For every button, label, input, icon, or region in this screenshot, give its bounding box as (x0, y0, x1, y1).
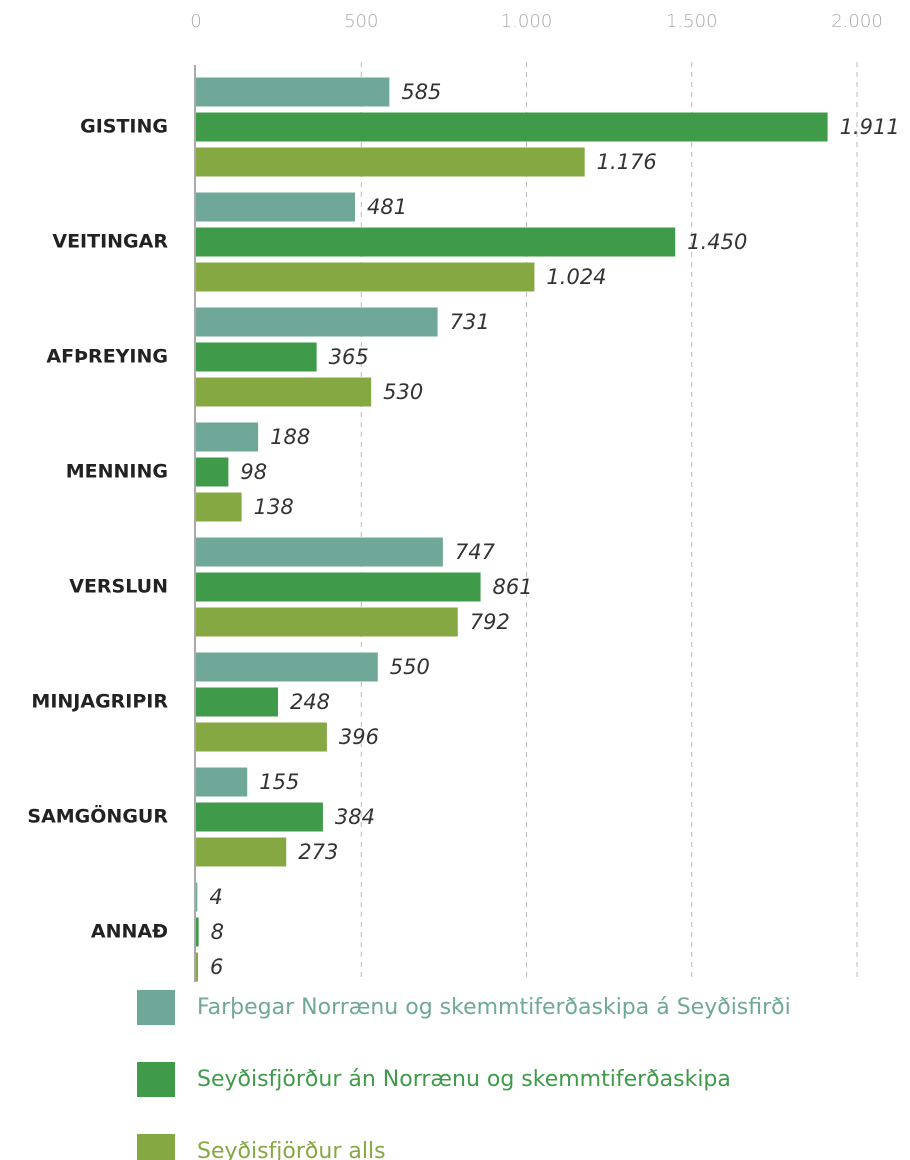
category-label: MINJAGRIPIR (31, 691, 168, 713)
bar (196, 837, 287, 867)
value-label: 1.450 (687, 230, 747, 254)
bar (196, 917, 199, 947)
value-label: 8 (211, 920, 224, 944)
value-label: 585 (401, 80, 441, 104)
x-tick-label: 0 (190, 11, 201, 32)
value-label: 98 (240, 460, 267, 484)
x-tick-label: 2.000 (831, 11, 883, 32)
bar (196, 492, 242, 522)
value-label: 481 (367, 195, 407, 219)
value-label: 248 (290, 690, 330, 714)
bar (196, 377, 372, 407)
value-label: 861 (493, 575, 533, 599)
value-label: 384 (335, 805, 375, 829)
value-label: 747 (455, 540, 496, 564)
value-label: 1.911 (840, 115, 900, 139)
value-label: 155 (259, 770, 299, 794)
bar (196, 342, 317, 372)
bar (196, 147, 585, 177)
legend-label: Farþegar Norrænu og skemmtiferðaskipa á … (197, 995, 791, 1020)
bar (196, 422, 259, 452)
value-label: 138 (254, 495, 294, 519)
bar (196, 192, 355, 222)
category-label: GISTING (80, 116, 168, 138)
bar (196, 767, 248, 797)
category-label: AFÞREYING (46, 346, 168, 368)
bar (196, 802, 323, 832)
value-label: 188 (270, 425, 310, 449)
value-label: 550 (390, 655, 430, 679)
bar (196, 112, 828, 142)
bar (196, 722, 327, 752)
value-label: 530 (383, 380, 423, 404)
bar (196, 307, 438, 337)
category-label: MENNING (66, 461, 168, 483)
bar (196, 572, 481, 602)
bar (196, 227, 676, 257)
bar (196, 537, 443, 567)
legend-swatch (137, 1062, 175, 1097)
value-label: 731 (450, 310, 490, 334)
bar (196, 607, 458, 637)
value-label: 273 (298, 840, 338, 864)
legend-swatch (137, 1134, 175, 1160)
bar (196, 952, 198, 982)
category-label: VERSLUN (69, 576, 168, 598)
category-label: ANNAÐ (91, 921, 168, 943)
value-label: 1.176 (597, 150, 657, 174)
value-label: 1.024 (546, 265, 606, 289)
category-label: VEITINGAR (52, 231, 168, 253)
bar (196, 652, 378, 682)
bar (196, 77, 390, 107)
legend-label: Seyðisfjörður alls (197, 1139, 386, 1160)
value-label: 365 (329, 345, 369, 369)
x-tick-label: 1.000 (501, 11, 553, 32)
value-label: 4 (209, 885, 222, 909)
bar (196, 882, 198, 912)
legend-swatch (137, 990, 175, 1025)
value-label: 792 (470, 610, 510, 634)
value-label: 6 (210, 955, 223, 979)
bar (196, 687, 278, 717)
x-tick-label: 500 (344, 11, 378, 32)
x-tick-label: 1.500 (666, 11, 718, 32)
bar (196, 262, 535, 292)
category-label: SAMGÖNGUR (27, 804, 168, 828)
value-label: 396 (339, 725, 379, 749)
bar (196, 457, 229, 487)
legend-label: Seyðisfjörður án Norrænu og skemmtiferða… (197, 1067, 731, 1092)
